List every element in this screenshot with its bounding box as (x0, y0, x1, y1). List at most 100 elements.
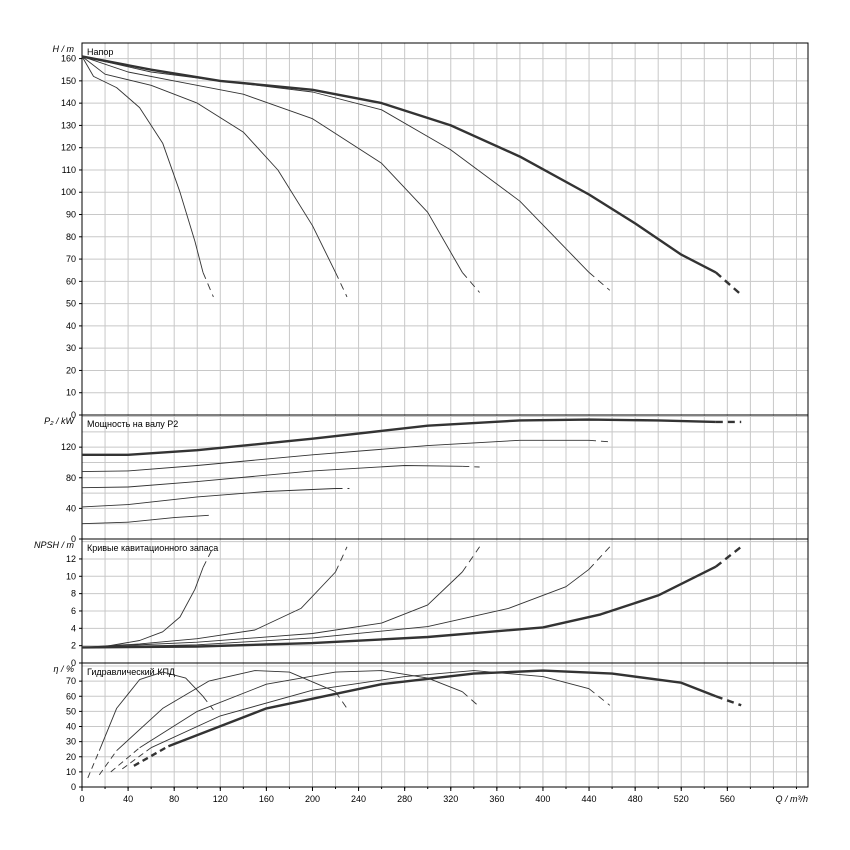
y-tick-label: 10 (66, 767, 76, 777)
x-tick-label: 520 (674, 794, 689, 804)
y-tick-label: 80 (66, 232, 76, 242)
series-line (82, 418, 716, 456)
series-line-dashed (715, 545, 742, 568)
x-tick-label: 360 (489, 794, 504, 804)
series-line (81, 439, 589, 473)
y-tick-label: 0 (71, 534, 76, 544)
y-tick-label: 40 (66, 321, 76, 331)
x-tick-label: 480 (628, 794, 643, 804)
y-tick-label: 110 (62, 165, 76, 175)
series-line (81, 56, 336, 273)
y-tick-label: 20 (66, 365, 76, 375)
series-line (81, 571, 336, 648)
y-tick-label: 6 (71, 606, 76, 616)
series-line-dashed (335, 546, 348, 573)
series-line-dashed (110, 747, 140, 773)
y-tick-label: 40 (66, 722, 76, 732)
y-tick-label: 100 (61, 187, 76, 197)
panel-title: Напор (87, 47, 113, 57)
series-line-dashed (133, 745, 169, 767)
y-tick-label: 70 (66, 254, 76, 264)
x-tick-label: 280 (397, 794, 412, 804)
y-tick-label: 2 (71, 641, 76, 651)
x-tick-label: 560 (720, 794, 735, 804)
y-tick-label: 140 (61, 98, 76, 108)
series-line-dashed (588, 546, 611, 570)
series-line (81, 565, 717, 649)
series-line-dashed (335, 272, 348, 298)
series-line (81, 55, 590, 273)
y-tick-label: 4 (71, 623, 76, 633)
series-line-dashed (98, 750, 117, 776)
x-tick-label: 200 (305, 794, 320, 804)
series-line-dashed (588, 439, 610, 443)
series-line (81, 514, 209, 525)
series-line (167, 669, 717, 748)
y-tick-label: 30 (66, 343, 76, 353)
series-line (98, 671, 204, 751)
x-tick-label: 440 (582, 794, 597, 804)
series-line-dashed (462, 465, 480, 468)
panel-title: Гидравлический КПД (87, 667, 175, 677)
series-line-dashed (588, 688, 611, 706)
series-line-dashed (461, 272, 480, 293)
y-tick-label: 0 (71, 782, 76, 792)
y-axis-label: P₂ / kW (44, 416, 75, 426)
x-tick-label: 320 (443, 794, 458, 804)
y-tick-label: 150 (61, 76, 76, 86)
panel-title: Мощность на валу P2 (87, 419, 178, 429)
panel-frame (81, 662, 809, 788)
y-axis-label: NPSH / m (34, 540, 75, 550)
series-line (116, 670, 336, 752)
y-tick-label: 120 (61, 143, 76, 153)
series-line-dashed (202, 696, 214, 711)
series-line (139, 670, 463, 749)
series-line-dashed (588, 272, 611, 291)
y-tick-label: 160 (61, 54, 76, 64)
y-tick-label: 120 (61, 442, 76, 452)
series-line (81, 55, 463, 273)
y-tick-label: 90 (66, 210, 76, 220)
y-axis-label: η / % (53, 664, 74, 674)
y-tick-label: 50 (66, 706, 76, 716)
series-line-dashed (715, 271, 742, 296)
x-tick-label: 40 (123, 794, 133, 804)
y-tick-label: 10 (66, 571, 76, 581)
x-tick-label: 240 (351, 794, 366, 804)
series-line (81, 571, 463, 648)
y-tick-label: 80 (66, 473, 76, 483)
y-tick-label: 0 (71, 410, 76, 420)
x-tick-label: 160 (259, 794, 274, 804)
y-tick-label: 10 (66, 388, 76, 398)
y-tick-label: 20 (66, 752, 76, 762)
y-tick-label: 60 (66, 276, 76, 286)
x-tick-label: 0 (79, 794, 84, 804)
series-line (81, 465, 463, 489)
y-tick-label: 50 (66, 299, 76, 309)
y-tick-label: 30 (66, 737, 76, 747)
series-line-dashed (122, 747, 152, 770)
y-tick-label: 70 (66, 676, 76, 686)
series-line-dashed (202, 272, 214, 298)
x-tick-label: 80 (169, 794, 179, 804)
y-tick-label: 12 (66, 554, 76, 564)
panel-frame (81, 538, 809, 664)
series-line (81, 488, 336, 508)
y-tick-label: 130 (61, 120, 76, 130)
series-line (81, 568, 590, 648)
y-axis-label: H / m (53, 44, 75, 54)
series-line-dashed (715, 695, 742, 707)
series-line (81, 55, 717, 274)
series-line-dashed (87, 750, 100, 779)
series-line (81, 567, 204, 648)
y-tick-label: 40 (66, 503, 76, 513)
x-axis-label: Q / m³/h (775, 794, 808, 804)
series-line-dashed (202, 546, 214, 568)
series-line-dashed (461, 546, 480, 573)
y-tick-label: 0 (71, 658, 76, 668)
y-tick-label: 8 (71, 589, 76, 599)
series-line (150, 670, 590, 749)
panel-frame (81, 414, 809, 540)
